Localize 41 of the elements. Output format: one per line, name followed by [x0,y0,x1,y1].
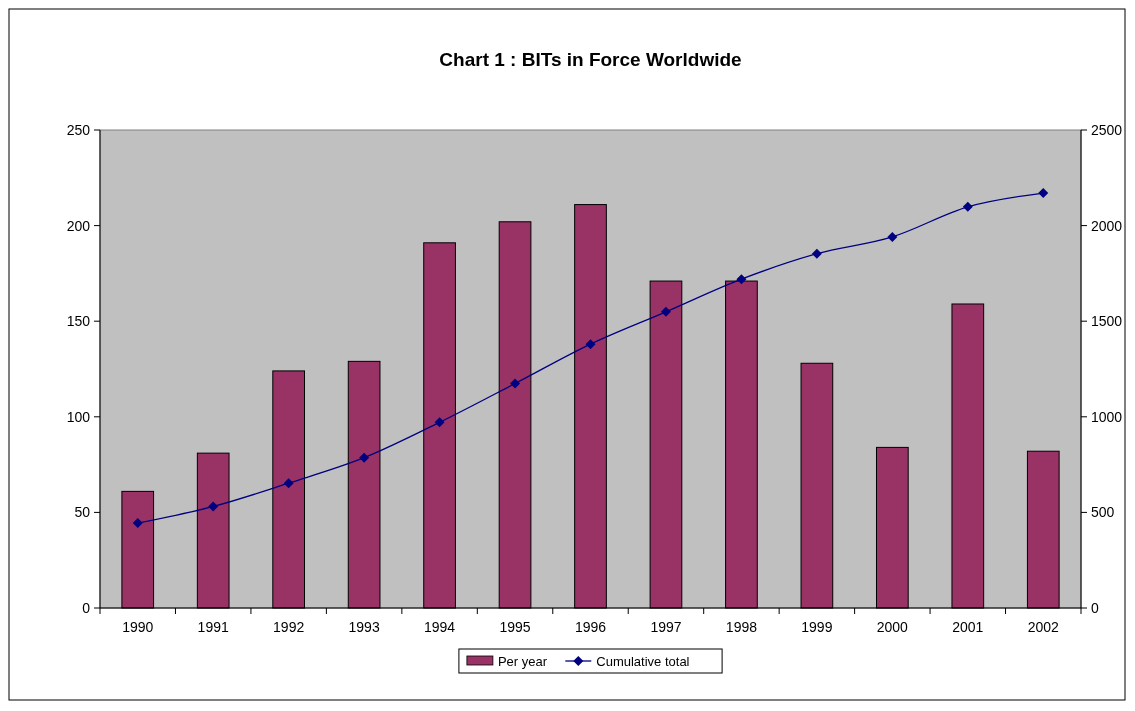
x-tick-label: 1992 [273,619,305,635]
y-tick-label: 50 [74,504,91,521]
x-tick-label: 1993 [348,619,380,635]
y2-tick-label: 1500 [1091,313,1123,330]
y-tick-label: 150 [66,313,91,330]
point [208,501,219,512]
point [887,231,898,242]
point [510,378,521,389]
x-tick-label: 1991 [197,619,229,635]
y2-tick-label: 0 [1091,599,1099,616]
x-tick-label: 1996 [574,619,607,635]
x-tick-label: 2001 [952,619,984,635]
y-tick-label: 250 [66,121,91,138]
x-tick-label: 2000 [876,619,909,635]
point [359,452,370,463]
point [660,306,671,317]
point [132,518,143,529]
x-tick-label: 1997 [650,619,682,635]
x-tick-label: 1994 [424,619,456,635]
y-tick-label: 0 [82,599,91,616]
x-tick-label: 1990 [122,619,154,635]
y2-tick-label: 2000 [1091,217,1123,234]
point [283,478,294,489]
legend-label: Per year [497,653,548,669]
y2-tick-label: 1000 [1091,408,1123,425]
legend-label: Cumulative total [596,653,690,669]
x-tick-label: 1999 [801,619,833,635]
y2-tick-label: 2500 [1091,121,1123,138]
x-tick-label: 2002 [1027,619,1060,635]
y-tick-label: 100 [66,408,91,425]
point [434,417,445,428]
x-tick-label: 1998 [725,619,758,635]
point [585,339,596,350]
chart-title: Chart 1 : BITs in Force Worldwide [439,49,742,70]
point [962,201,973,212]
point [811,248,822,259]
point [1038,188,1049,199]
point [736,274,747,285]
y-tick-label: 200 [66,217,91,234]
y2-tick-label: 500 [1091,504,1115,521]
x-tick-label: 1995 [499,619,531,635]
